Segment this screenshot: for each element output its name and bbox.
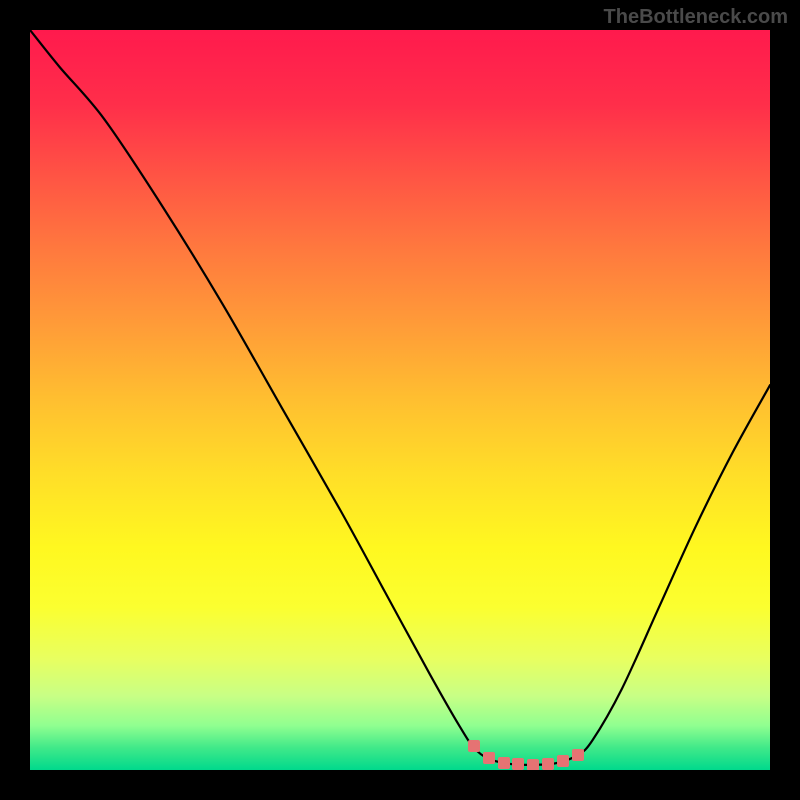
bottleneck-curve [30,30,770,765]
curve-layer [30,30,770,770]
optimal-marker [527,759,539,770]
optimal-marker [498,757,510,769]
plot-area [30,30,770,770]
optimal-marker [483,752,495,764]
optimal-marker [512,758,524,770]
watermark-text: TheBottleneck.com [604,6,788,29]
optimal-marker [468,740,480,752]
optimal-marker [572,749,584,761]
optimal-marker [557,755,569,767]
optimal-marker [542,758,554,770]
